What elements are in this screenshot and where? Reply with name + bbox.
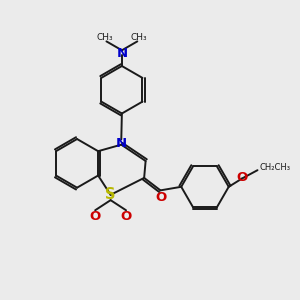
Text: CH₃: CH₃ [97, 33, 113, 42]
Text: N: N [116, 137, 127, 150]
Text: O: O [120, 210, 132, 223]
Text: S: S [105, 187, 116, 202]
Text: O: O [236, 171, 248, 184]
Text: N: N [116, 47, 128, 60]
Text: O: O [89, 210, 101, 223]
Text: CH₃: CH₃ [130, 33, 147, 42]
Text: CH₂CH₃: CH₂CH₃ [260, 163, 291, 172]
Text: O: O [155, 191, 167, 204]
